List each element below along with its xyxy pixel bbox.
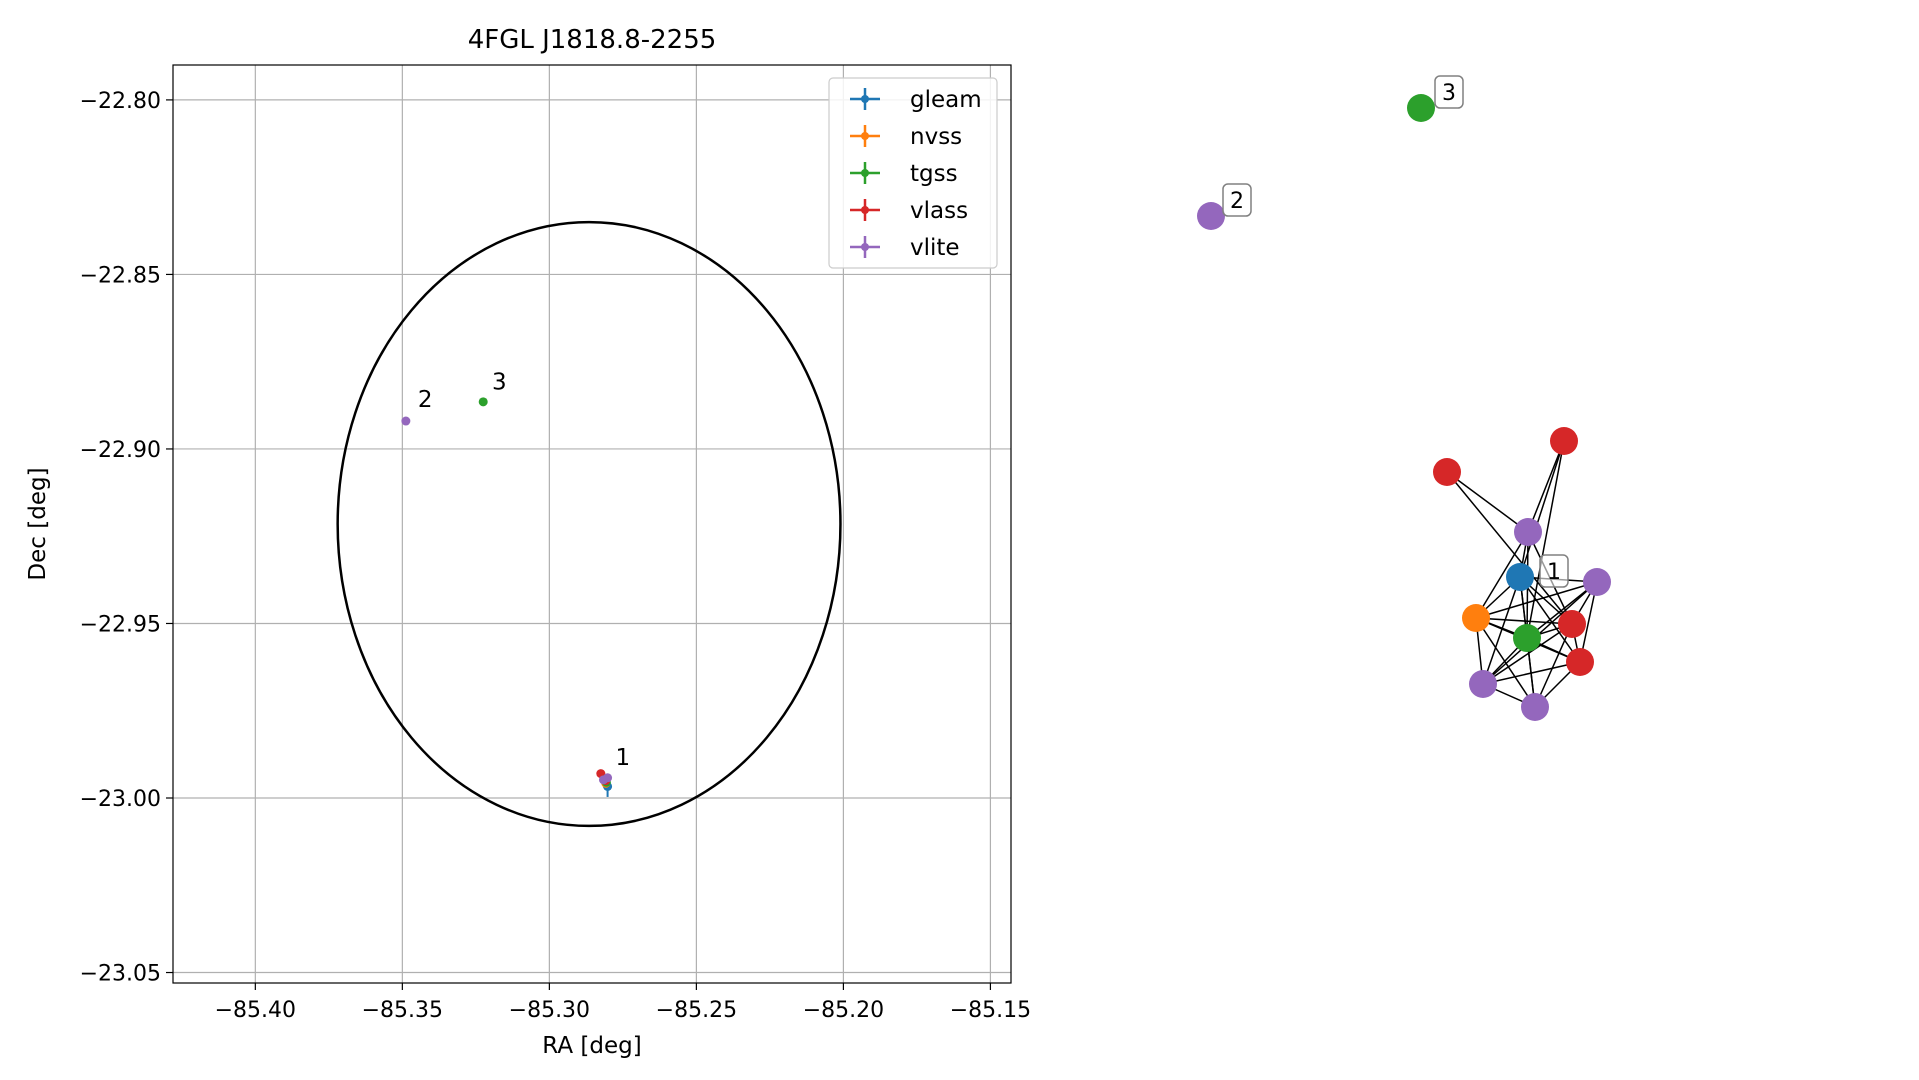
graph-node-vlass: [1550, 427, 1578, 455]
graph-edge: [1475, 531, 1529, 619]
graph-edge: [1446, 471, 1529, 533]
graph-node-label: 1: [1547, 560, 1561, 585]
graph-node-vlass: [1433, 458, 1461, 486]
y-axis-label: Dec [deg]: [25, 467, 51, 580]
graph-edge: [1446, 471, 1573, 625]
legend-marker-dot: [861, 132, 869, 140]
graph-node-vlite: [1514, 518, 1542, 546]
legend-label-tgss: tgss: [910, 161, 958, 187]
graph-node-vlite: [1521, 693, 1549, 721]
legend-marker-dot: [861, 95, 869, 103]
chart-title: 4FGL J1818.8-2255: [468, 25, 717, 55]
graph-label-box: [1539, 554, 1569, 588]
graph-node-vlass: [1566, 648, 1594, 676]
graph-node-nvss: [1462, 604, 1490, 632]
point-annotation: 3: [492, 370, 507, 396]
error-ellipse: [336, 220, 842, 828]
y-tick-label: −22.80: [80, 89, 161, 114]
x-tick-label: −85.25: [656, 998, 737, 1023]
y-tick-label: −22.90: [80, 438, 161, 463]
graph-node-vlite: [1583, 568, 1611, 596]
graph-node-tgss: [1407, 94, 1435, 122]
legend-marker-dot: [861, 243, 869, 251]
graph-node-label: 2: [1230, 189, 1244, 214]
scatter-chart: 1 2 3 −85.40 −85.35 −85.30 −85.25 −85.20 −85.15…: [25, 25, 1031, 1059]
y-tick-label: −23.00: [80, 787, 161, 812]
x-axis-ticks: −85.40 −85.35 −85.30 −85.25 −85.20 −85.15: [215, 983, 1031, 1023]
legend-label-vlass: vlass: [910, 198, 968, 224]
graph-edge: [1534, 623, 1573, 708]
graph-node-vlite: [1197, 202, 1225, 230]
graph-edge: [1482, 623, 1573, 685]
data-point-tgss: [478, 397, 488, 407]
graph-edge: [1482, 661, 1581, 685]
grid-lines: [173, 65, 1011, 983]
x-tick-label: −85.15: [950, 998, 1031, 1023]
uncertainty-ellipse: [336, 220, 842, 828]
point-annotation: 2: [418, 387, 433, 413]
y-axis-ticks: −22.80 −22.85 −22.90 −22.95 −23.00 −23.05: [80, 89, 173, 987]
data-points: [401, 397, 613, 797]
graph-node-vlass: [1558, 610, 1586, 638]
y-tick-label: −23.05: [80, 962, 161, 987]
legend-label-gleam: gleam: [910, 87, 982, 113]
axes-frame: [172, 64, 1012, 984]
graph-edge: [1526, 581, 1598, 639]
point-annotation: 1: [616, 745, 631, 771]
x-tick-label: −85.40: [215, 998, 296, 1023]
graph-node-tgss: [1513, 624, 1541, 652]
x-tick-label: −85.30: [509, 998, 590, 1023]
network-graph: 3 2 1: [1197, 75, 1611, 721]
graph-edge: [1527, 440, 1565, 533]
legend-marker-dot: [861, 206, 869, 214]
graph-node-labels: 3 2 1: [1222, 75, 1569, 588]
legend-box: [828, 77, 998, 269]
data-point-vlite: [598, 775, 608, 785]
graph-edge: [1475, 581, 1598, 619]
graph-node-gleam: [1506, 563, 1534, 591]
legend-label-vlite: vlite: [910, 235, 960, 261]
graph-node-vlite: [1469, 670, 1497, 698]
legend: gleam nvss tgss vlass vlite: [828, 77, 998, 269]
legend-label-nvss: nvss: [910, 124, 962, 150]
legend-marker-dot: [861, 169, 869, 177]
x-tick-label: −85.35: [362, 998, 443, 1023]
graph-label-box: [1222, 183, 1252, 217]
y-tick-label: −22.85: [80, 263, 161, 288]
graph-edge: [1475, 617, 1536, 708]
data-point-vlite: [401, 416, 411, 426]
graph-edge: [1482, 576, 1521, 685]
x-axis-label: RA [deg]: [542, 1033, 641, 1059]
graph-node-label: 3: [1442, 81, 1456, 106]
graph-edge: [1526, 440, 1565, 639]
graph-label-box: [1434, 75, 1464, 109]
point-annotations: 1 2 3: [418, 370, 630, 771]
x-tick-label: −85.20: [803, 998, 884, 1023]
graph-edge: [1475, 617, 1573, 625]
graph-nodes: [1197, 94, 1611, 721]
y-tick-label: −22.95: [80, 612, 161, 637]
